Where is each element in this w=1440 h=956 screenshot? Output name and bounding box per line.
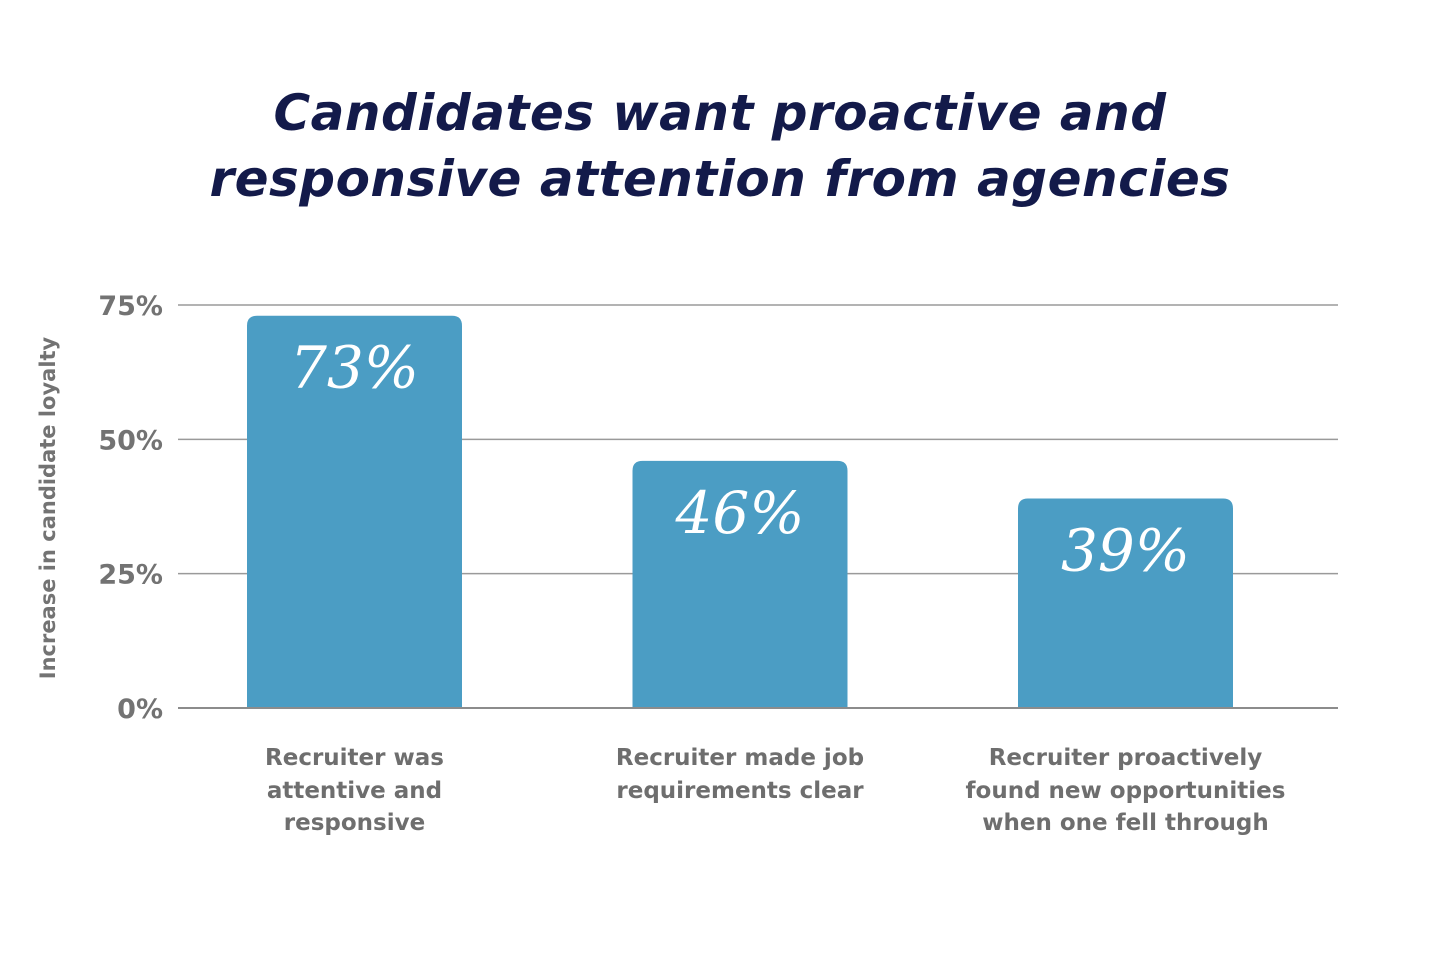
category-label-line: when one fell through [982, 810, 1269, 836]
category-label-line: found new opportunities [965, 777, 1286, 804]
category-label-1: Recruiter was attentive and responsive [165, 742, 545, 840]
bar-value-label: 46% [675, 479, 805, 547]
y-tick-label: 50% [98, 425, 163, 456]
category-label-line: Recruiter made job [615, 745, 865, 771]
category-label-3: Recruiter proactively found new opportuni… [936, 742, 1316, 840]
category-label-line: responsive [283, 810, 426, 836]
category-label-line: attentive and [266, 777, 443, 804]
bar-1 [247, 315, 462, 708]
y-axis-label: Increase in candidate loyalty [36, 336, 60, 679]
category-label-line: requirements clear [616, 777, 864, 804]
bar-2 [632, 460, 848, 708]
y-axis-ticks: 0% 25% 50% 75% [98, 291, 163, 725]
chart-title-line-1: Candidates want proactive and [273, 84, 1167, 142]
chart-title-line-2: responsive attention from agencies [209, 150, 1231, 208]
category-label-2: Recruiter made job requirements clear [550, 742, 930, 807]
category-label-line: Recruiter proactively [988, 745, 1263, 771]
category-label-line: Recruiter was [265, 745, 444, 771]
bar-value-label: 73% [290, 334, 419, 402]
chart-title: Candidates want proactive and responsive… [0, 80, 1440, 212]
bar-value-label: 39% [1061, 516, 1190, 584]
bars: 73% 46% 39% [247, 315, 1233, 708]
y-tick-label: 25% [98, 560, 163, 591]
y-tick-label: 0% [117, 694, 163, 725]
bar-3 [1018, 498, 1233, 708]
y-tick-label: 75% [98, 291, 163, 322]
